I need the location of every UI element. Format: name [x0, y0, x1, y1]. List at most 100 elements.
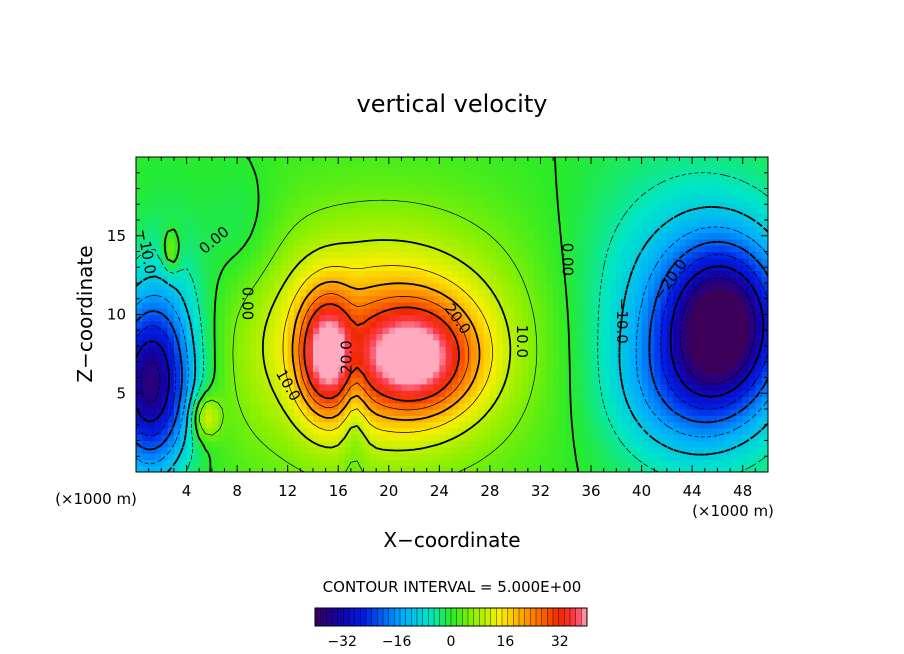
- heatmap-cell: [622, 333, 630, 341]
- heatmap-cell: [572, 226, 579, 234]
- heatmap-cell: [192, 371, 200, 379]
- heatmap-cell: [433, 371, 440, 379]
- heatmap-cell: [148, 226, 156, 234]
- heatmap-cell: [224, 182, 232, 190]
- heatmap-cell: [540, 295, 548, 303]
- heatmap-cell: [685, 213, 693, 221]
- heatmap-cell: [477, 188, 485, 196]
- heatmap-cell: [369, 301, 377, 309]
- heatmap-cell: [445, 232, 453, 240]
- heatmap-cell: [173, 352, 181, 360]
- heatmap-cell: [616, 270, 624, 278]
- heatmap-cell: [666, 194, 674, 202]
- heatmap-cell: [521, 320, 529, 328]
- heatmap-cell: [679, 383, 687, 391]
- heatmap-cell: [641, 421, 649, 429]
- heatmap-cell: [458, 194, 466, 202]
- heatmap-cell: [407, 295, 415, 303]
- heatmap-cell: [205, 289, 213, 297]
- heatmap-cell: [464, 446, 472, 454]
- heatmap-cell: [344, 182, 352, 190]
- heatmap-cell: [249, 182, 257, 190]
- heatmap-cell: [508, 213, 516, 221]
- heatmap-cell: [369, 402, 377, 410]
- heatmap-cell: [616, 440, 624, 448]
- heatmap-cell: [350, 396, 358, 404]
- heatmap-cell: [572, 371, 579, 379]
- heatmap-cell: [331, 396, 339, 404]
- heatmap-cell: [483, 421, 491, 429]
- heatmap-cell: [515, 327, 523, 334]
- heatmap-cell: [420, 238, 428, 246]
- heatmap-cell: [508, 276, 516, 284]
- heatmap-cell: [685, 245, 693, 253]
- heatmap-cell: [622, 427, 630, 435]
- heatmap-cell: [433, 207, 440, 215]
- heatmap-cell: [148, 396, 156, 404]
- heatmap-cell: [508, 301, 516, 309]
- heatmap-cell: [325, 440, 333, 448]
- heatmap-cell: [698, 232, 706, 240]
- heatmap-cell: [736, 213, 744, 221]
- heatmap-cell: [382, 220, 390, 227]
- heatmap-cell: [641, 453, 649, 460]
- heatmap-cell: [433, 295, 440, 303]
- heatmap-cell: [603, 409, 611, 416]
- heatmap-cell: [622, 270, 630, 278]
- heatmap-cell: [249, 402, 257, 410]
- heatmap-cell: [382, 194, 390, 202]
- heatmap-cell: [534, 264, 542, 271]
- heatmap-cell: [382, 364, 390, 372]
- heatmap-cell: [578, 295, 586, 303]
- heatmap-cell: [180, 446, 188, 454]
- heatmap-cell: [142, 434, 150, 442]
- heatmap-cell: [287, 169, 295, 177]
- heatmap-cell: [578, 446, 586, 454]
- heatmap-cell: [414, 207, 421, 215]
- heatmap-cell: [388, 201, 396, 208]
- heatmap-cell: [704, 201, 712, 208]
- heatmap-cell: [761, 194, 768, 202]
- heatmap-cell: [439, 251, 447, 259]
- heatmap-cell: [268, 276, 276, 284]
- heatmap-cell: [369, 188, 377, 196]
- heatmap-cell: [508, 169, 516, 177]
- heatmap-cell: [483, 383, 491, 391]
- heatmap-cell: [331, 169, 339, 177]
- heatmap-cell: [243, 409, 251, 416]
- heatmap-cell: [186, 352, 194, 360]
- heatmap-cell: [641, 188, 649, 196]
- heatmap-cell: [275, 188, 282, 196]
- heatmap-cell: [603, 245, 611, 253]
- heatmap-cell: [761, 446, 768, 454]
- heatmap-cell: [275, 453, 282, 460]
- heatmap-cell: [192, 358, 200, 366]
- heatmap-cell: [603, 232, 611, 240]
- heatmap-cell: [597, 333, 605, 341]
- heatmap-cell: [256, 238, 263, 246]
- heatmap-cell: [218, 157, 226, 164]
- heatmap-cell: [610, 276, 617, 284]
- heatmap-cell: [319, 245, 327, 253]
- heatmap-cell: [761, 289, 768, 297]
- heatmap-cell: [439, 459, 447, 467]
- heatmap-cell: [173, 327, 181, 334]
- heatmap-cell: [338, 289, 346, 297]
- heatmap-cell: [502, 201, 510, 208]
- heatmap-cell: [641, 314, 649, 322]
- heatmap-cell: [173, 383, 181, 391]
- heatmap-cell: [559, 220, 567, 227]
- heatmap-cell: [730, 245, 737, 253]
- heatmap-cell: [249, 427, 257, 435]
- heatmap-cell: [616, 182, 624, 190]
- heatmap-cell: [136, 257, 143, 265]
- heatmap-cell: [294, 396, 301, 404]
- heatmap-cell: [186, 421, 194, 429]
- heatmap-cell: [205, 276, 213, 284]
- heatmap-cell: [363, 194, 371, 202]
- heatmap-cell: [610, 352, 617, 360]
- heatmap-cell: [698, 188, 706, 196]
- heatmap-cell: [331, 320, 339, 328]
- heatmap-cell: [717, 194, 725, 202]
- heatmap-cell: [679, 220, 687, 227]
